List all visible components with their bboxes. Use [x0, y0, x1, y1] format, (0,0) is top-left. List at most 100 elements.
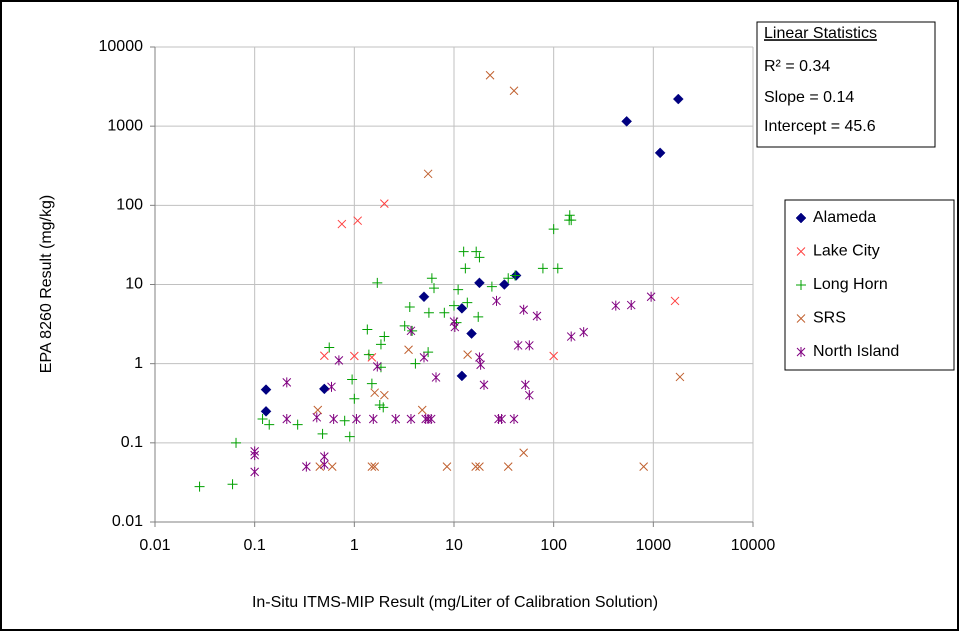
data-point	[410, 358, 421, 369]
y-tick-label: 1	[134, 355, 143, 372]
data-point	[474, 277, 485, 289]
data-point	[498, 279, 510, 290]
data-point	[404, 301, 415, 312]
data-point	[672, 93, 684, 105]
data-point	[566, 215, 577, 226]
data-point	[473, 311, 484, 322]
data-point	[379, 199, 389, 209]
data-point	[426, 273, 437, 284]
stats-line: Intercept = 45.6	[764, 118, 876, 135]
data-point	[419, 352, 429, 363]
data-point	[460, 263, 471, 274]
data-point	[519, 304, 529, 315]
stats-box	[756, 21, 936, 148]
data-point	[349, 393, 360, 404]
data-point	[282, 414, 292, 425]
data-point	[564, 210, 575, 221]
y-tick-label: 0.1	[121, 434, 143, 451]
data-point	[654, 147, 666, 159]
data-point	[353, 216, 363, 226]
data-point	[450, 322, 460, 333]
y-tick-label: 1000	[107, 117, 143, 134]
data-point	[566, 331, 576, 342]
data-point	[626, 300, 636, 311]
data-point	[670, 296, 680, 306]
data-point	[423, 307, 434, 318]
data-point	[456, 302, 468, 314]
data-point	[378, 402, 389, 413]
data-point	[519, 448, 529, 458]
data-point	[524, 340, 534, 351]
data-point	[621, 116, 633, 127]
data-point	[344, 431, 355, 442]
data-point	[466, 328, 477, 339]
x-tick-label: 10	[445, 537, 463, 554]
data-point	[646, 291, 656, 302]
data-point	[474, 252, 485, 263]
data-point	[537, 263, 548, 274]
data-point	[442, 462, 452, 472]
y-tick-label: 100	[116, 197, 143, 214]
data-point	[372, 361, 382, 372]
data-point	[257, 414, 268, 425]
data-point	[479, 379, 489, 390]
x-tick-label: 100	[540, 537, 567, 554]
data-point	[349, 351, 359, 361]
legend-label: Alameda	[813, 209, 876, 226]
data-point	[456, 370, 468, 382]
data-point	[423, 347, 434, 358]
data-point	[418, 291, 430, 303]
y-tick-label: 0.01	[112, 513, 143, 530]
data-point	[486, 281, 497, 292]
data-point	[260, 384, 272, 395]
data-point	[509, 414, 519, 425]
data-point	[379, 390, 389, 400]
data-point	[292, 419, 303, 430]
data-point	[426, 414, 436, 425]
data-point	[368, 414, 378, 425]
data-point	[548, 224, 559, 235]
legend-box	[784, 199, 955, 371]
data-point	[510, 270, 521, 281]
data-point	[471, 246, 482, 257]
legend-label: SRS	[813, 310, 846, 327]
data-point	[315, 462, 325, 472]
data-point	[329, 414, 338, 425]
data-point	[352, 414, 361, 425]
data-point	[324, 342, 335, 353]
data-point	[639, 462, 649, 472]
data-point	[476, 359, 485, 370]
data-point	[327, 462, 337, 472]
data-point	[475, 462, 484, 472]
y-tick-label: 10	[125, 276, 143, 293]
stats-title: Linear Statistics	[764, 25, 877, 42]
data-point	[363, 349, 374, 360]
data-point	[449, 316, 459, 327]
data-point	[462, 297, 473, 308]
data-point	[521, 379, 530, 390]
data-point	[362, 324, 373, 335]
legend-label: Long Horn	[813, 276, 888, 293]
data-point	[552, 263, 563, 274]
y-axis-label: EPA 8260 Result (mg/kg)	[38, 195, 55, 373]
data-point	[312, 412, 322, 423]
data-point	[319, 459, 329, 470]
data-point	[399, 320, 410, 331]
data-point	[334, 355, 344, 366]
data-point	[406, 414, 416, 425]
data-point	[406, 325, 416, 336]
x-tick-label: 0.01	[139, 537, 170, 554]
data-point	[317, 428, 328, 439]
data-point	[404, 345, 413, 355]
data-point	[260, 405, 272, 417]
data-point	[407, 325, 418, 336]
data-point	[337, 219, 347, 229]
data-point	[327, 381, 336, 392]
legend-marker	[796, 280, 806, 290]
data-point	[549, 351, 559, 361]
data-point	[379, 331, 390, 342]
x-tick-label: 0.1	[244, 537, 266, 554]
data-point	[194, 481, 205, 492]
data-point	[503, 273, 514, 284]
stats-line: Slope = 0.14	[764, 89, 854, 106]
